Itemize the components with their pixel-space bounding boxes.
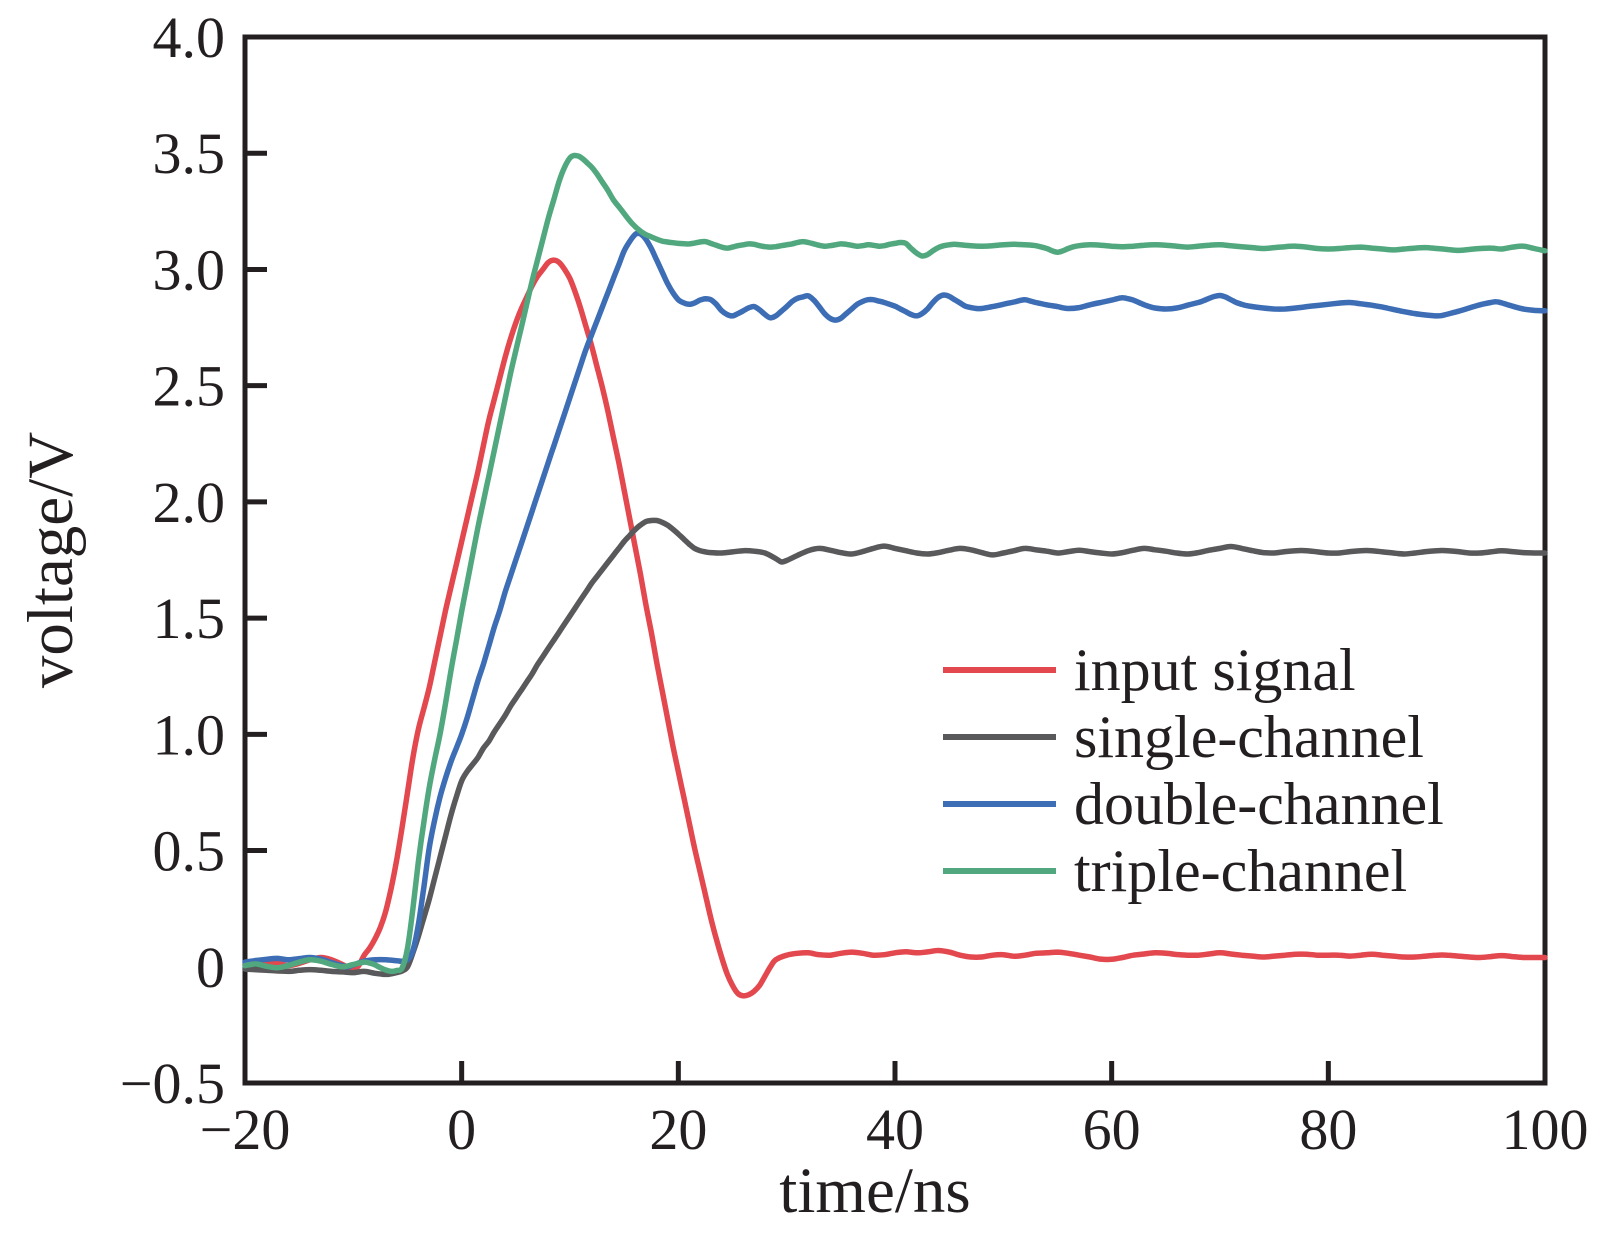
- x-tick-label: 20: [649, 1097, 707, 1162]
- legend-item-double-channel: double-channel: [943, 770, 1444, 837]
- x-axis-title: time/ns: [779, 1155, 970, 1227]
- y-tick-label: −0.5: [120, 1051, 225, 1116]
- legend-label-input-signal: input signal: [1074, 636, 1356, 703]
- axis-ticks: [242, 34, 1548, 1086]
- y-tick-label: 1.0: [153, 702, 226, 767]
- legend-label-triple-channel: triple-channel: [1074, 837, 1408, 904]
- x-tick-label: 80: [1299, 1097, 1357, 1162]
- legend-line-swatch-input-signal: [943, 666, 1056, 673]
- series-line-input-signal: [242, 257, 1548, 999]
- legend-label-single-channel: single-channel: [1074, 703, 1424, 770]
- series-line-double-channel: [242, 230, 1548, 970]
- legend-label-double-channel: double-channel: [1074, 770, 1444, 837]
- series-curves: [242, 152, 1548, 999]
- x-tick-label: −20: [200, 1097, 291, 1162]
- y-tick-label: 2.5: [153, 354, 226, 419]
- legend: input signal single-channel double-chann…: [943, 636, 1444, 904]
- series-line-single-channel: [242, 517, 1548, 978]
- y-tick-label: 3.0: [153, 237, 226, 302]
- y-tick-label: 0.5: [153, 819, 226, 884]
- legend-item-triple-channel: triple-channel: [943, 837, 1444, 904]
- axis-tick-labels: −20 0 20 40 60 80 100 −0.5 0 0.5 1.0 1.5 2.0 2.5 3.0 3.…: [120, 5, 1589, 1162]
- x-tick-label: 60: [1083, 1097, 1141, 1162]
- x-tick-label: 40: [866, 1097, 924, 1162]
- axes-frame-rect: [242, 34, 1548, 1086]
- y-tick-label: 2.0: [153, 470, 226, 535]
- y-axis-title: voltage/V: [15, 432, 87, 688]
- legend-item-input-signal: input signal: [943, 636, 1444, 703]
- legend-line-swatch-single-channel: [943, 733, 1056, 740]
- y-tick-label: 1.5: [153, 586, 226, 651]
- y-tick-label: 0: [196, 935, 225, 1000]
- y-tick-label: 3.5: [153, 121, 226, 186]
- legend-line-swatch-double-channel: [943, 800, 1056, 807]
- axes-frame: [242, 34, 1548, 1086]
- legend-line-swatch-triple-channel: [943, 867, 1056, 874]
- x-tick-label: 100: [1502, 1097, 1589, 1162]
- x-tick-label: 0: [447, 1097, 476, 1162]
- legend-item-single-channel: single-channel: [943, 703, 1444, 770]
- series-line-triple-channel: [242, 152, 1548, 975]
- y-tick-label: 4.0: [153, 5, 226, 70]
